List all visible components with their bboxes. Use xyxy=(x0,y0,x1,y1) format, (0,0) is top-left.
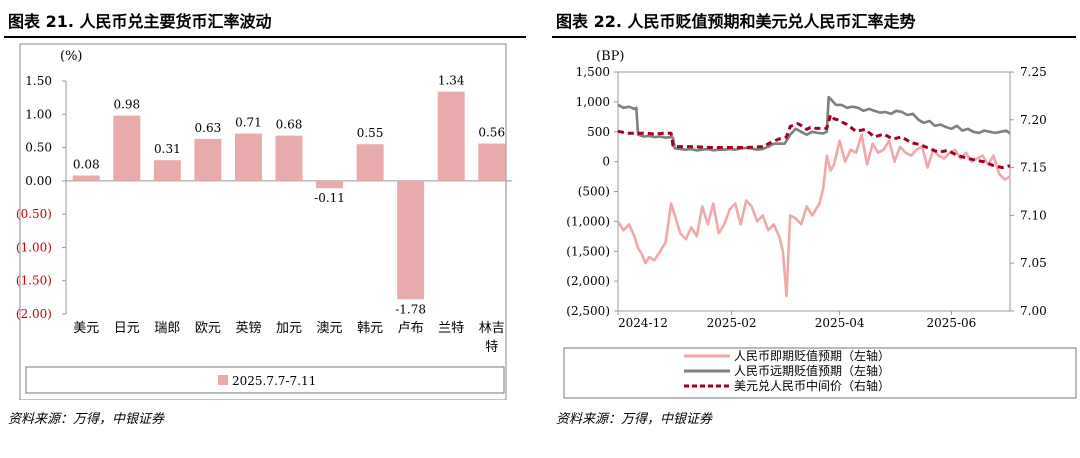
data-label: 0.63 xyxy=(195,121,222,135)
legend-label: 美元兑人民币中间价（右轴） xyxy=(734,378,890,393)
x-tick-label: 韩元 xyxy=(357,321,383,336)
data-label: 0.56 xyxy=(478,126,505,140)
bar xyxy=(234,133,262,181)
right-panel: 图表 22. 人民币贬值预期和美元兑人民币汇率走势 (BP) 1,500 1,00… xyxy=(548,0,1080,458)
legend-swatch xyxy=(218,375,228,385)
x-tick-label: 2025-04 xyxy=(815,316,865,330)
left-panel: 图表 21. 人民币兑主要货币汇率波动 (%) 1.50 1.00 0.50 0.00… xyxy=(0,0,530,458)
data-label: 0.08 xyxy=(73,158,100,172)
chart-title: 图表 22. 人民币贬值预期和美元兑人民币汇率走势 xyxy=(556,12,916,31)
x-tick-label: 日元 xyxy=(114,321,140,336)
legend-box xyxy=(563,347,1077,399)
y-tick-label: (0.50) xyxy=(16,207,52,221)
x-tick-label: 欧元 xyxy=(195,321,221,336)
y-left-tick-label: 500 xyxy=(587,125,610,139)
y-left-tick-label: (1,500) xyxy=(566,244,610,258)
x-tick-label: 兰特 xyxy=(438,321,464,336)
x-tick-label: 瑞郎 xyxy=(154,321,180,336)
bar xyxy=(153,160,181,181)
bar xyxy=(72,175,100,181)
line-chart: (BP) 1,500 1,000 500 0 (500) (1,000) (1,500) (2… xyxy=(563,49,1077,399)
y-left-tick-label: (2,500) xyxy=(566,304,610,318)
y-right-tick-label: 7.15 xyxy=(1020,161,1047,175)
bar xyxy=(478,143,506,181)
y-left-tick-label: (1,000) xyxy=(566,214,610,228)
y-axis-unit: (BP) xyxy=(596,49,624,64)
x-tick-label: 英镑 xyxy=(235,320,261,336)
data-label: -0.11 xyxy=(314,191,345,205)
series-line xyxy=(617,95,1011,152)
y-left-tick-label: 0 xyxy=(602,155,610,169)
x-tick-label: 加元 xyxy=(276,321,302,336)
bar-chart: (%) 1.50 1.00 0.50 0.00 (0.50) (1.00) (1.50) (2… xyxy=(16,43,512,400)
y-left-tick-label: (500) xyxy=(578,185,610,199)
source-note: 资料来源：万得，中银证券 xyxy=(8,412,165,427)
chart-frame xyxy=(19,43,507,400)
data-label: 0.98 xyxy=(113,98,140,112)
title-rule xyxy=(552,36,1076,38)
x-tick-label: 2024-12 xyxy=(618,316,668,330)
bar xyxy=(316,180,344,189)
x-tick-label: 2025-06 xyxy=(926,316,976,330)
y-tick-label: 0.50 xyxy=(25,141,52,155)
title-rule xyxy=(4,36,526,38)
y-left-tick-label: 1,000 xyxy=(576,95,610,109)
y-tick-label: 1.50 xyxy=(25,74,52,88)
y-tick-label: (1.50) xyxy=(16,274,52,288)
bar xyxy=(113,115,141,181)
y-right-tick-label: 7.00 xyxy=(1020,304,1047,318)
y-tick-label: 1.00 xyxy=(25,107,52,121)
bar xyxy=(356,144,384,181)
x-tick-label: 美元 xyxy=(73,321,99,336)
y-right-tick-label: 7.25 xyxy=(1020,65,1047,79)
bar xyxy=(397,180,425,300)
x-tick-label: 澳元 xyxy=(317,320,343,336)
data-label: -1.78 xyxy=(395,302,426,316)
data-label: 0.55 xyxy=(357,126,384,140)
y-left-tick-label: 1,500 xyxy=(576,65,610,79)
chart-title: 图表 21. 人民币兑主要货币汇率波动 xyxy=(8,12,272,31)
y-axis-unit: (%) xyxy=(60,49,83,64)
series-line xyxy=(616,133,1011,298)
x-tick-label: 林吉 xyxy=(479,321,505,336)
y-left-tick-label: (2,000) xyxy=(566,274,610,288)
y-right-tick-label: 7.05 xyxy=(1020,256,1047,270)
x-tick-label: 特 xyxy=(485,340,498,355)
plot-frame xyxy=(617,71,1011,312)
y-right-tick-label: 7.10 xyxy=(1020,208,1047,222)
legend-label: 2025.7.7-7.11 xyxy=(232,374,316,388)
data-label: 0.31 xyxy=(154,142,181,156)
series-line xyxy=(617,113,1011,170)
data-label: 0.71 xyxy=(235,116,262,130)
legend-label: 人民币即期贬值预期（左轴） xyxy=(734,348,890,363)
legend-box xyxy=(25,366,505,394)
y-tick-label: (2.00) xyxy=(16,307,52,321)
y-tick-label: 0.00 xyxy=(25,174,52,188)
bar xyxy=(437,91,465,181)
y-tick-label: (1.00) xyxy=(16,240,52,254)
y-right-tick-label: 7.20 xyxy=(1020,113,1047,127)
legend-label: 人民币远期贬值预期（左轴） xyxy=(734,363,890,378)
x-tick-label: 2025-02 xyxy=(707,316,757,330)
source-note: 资料来源：万得，中银证券 xyxy=(556,412,713,427)
bar xyxy=(275,135,303,181)
x-tick-label: 卢布 xyxy=(398,320,424,336)
bar xyxy=(194,138,222,181)
data-label: 1.34 xyxy=(438,74,465,88)
data-label: 0.68 xyxy=(276,118,303,132)
